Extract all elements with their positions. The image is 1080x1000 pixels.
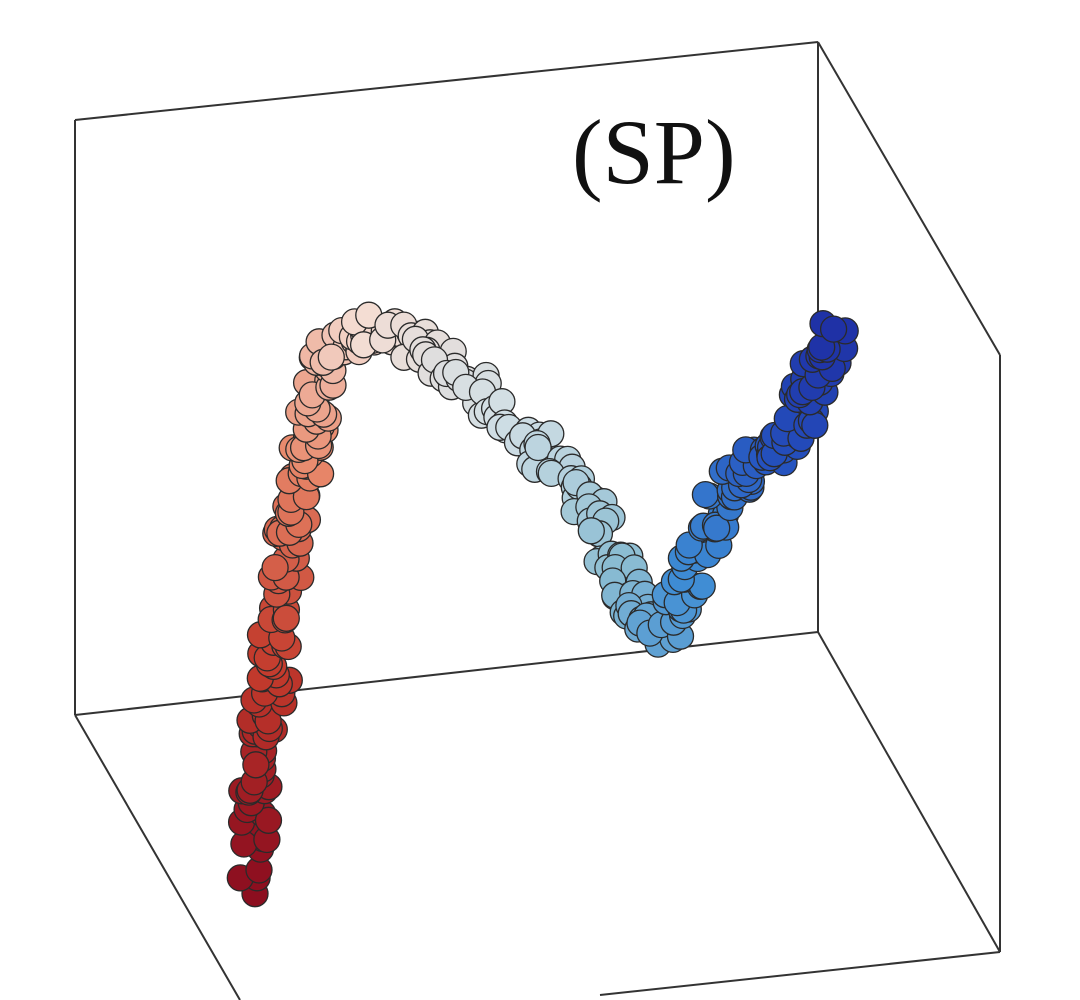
- floor-front-edge: [599, 951, 1001, 996]
- scatter-point: [524, 433, 552, 462]
- back-wall-bottom-edge: [74, 631, 819, 716]
- axes-box: [74, 41, 1001, 1000]
- scatter-point: [801, 411, 829, 439]
- scatter-points: [226, 301, 859, 908]
- scatter-point: [261, 553, 289, 582]
- floor-left-edge: [74, 714, 241, 1000]
- scatter-point: [272, 604, 300, 632]
- scatter-point: [703, 514, 731, 542]
- scatter-point: [317, 343, 345, 371]
- floor-right-edge: [817, 631, 1001, 953]
- right-wall-top-edge: [817, 41, 1001, 356]
- scatter-point: [691, 480, 720, 509]
- back-wall-top-edge: [74, 41, 819, 121]
- scatter-point: [254, 806, 283, 834]
- panel-label: (SP): [572, 101, 736, 203]
- scatter-point: [819, 315, 848, 343]
- scatter-point: [577, 517, 605, 545]
- scatter-point: [242, 751, 270, 779]
